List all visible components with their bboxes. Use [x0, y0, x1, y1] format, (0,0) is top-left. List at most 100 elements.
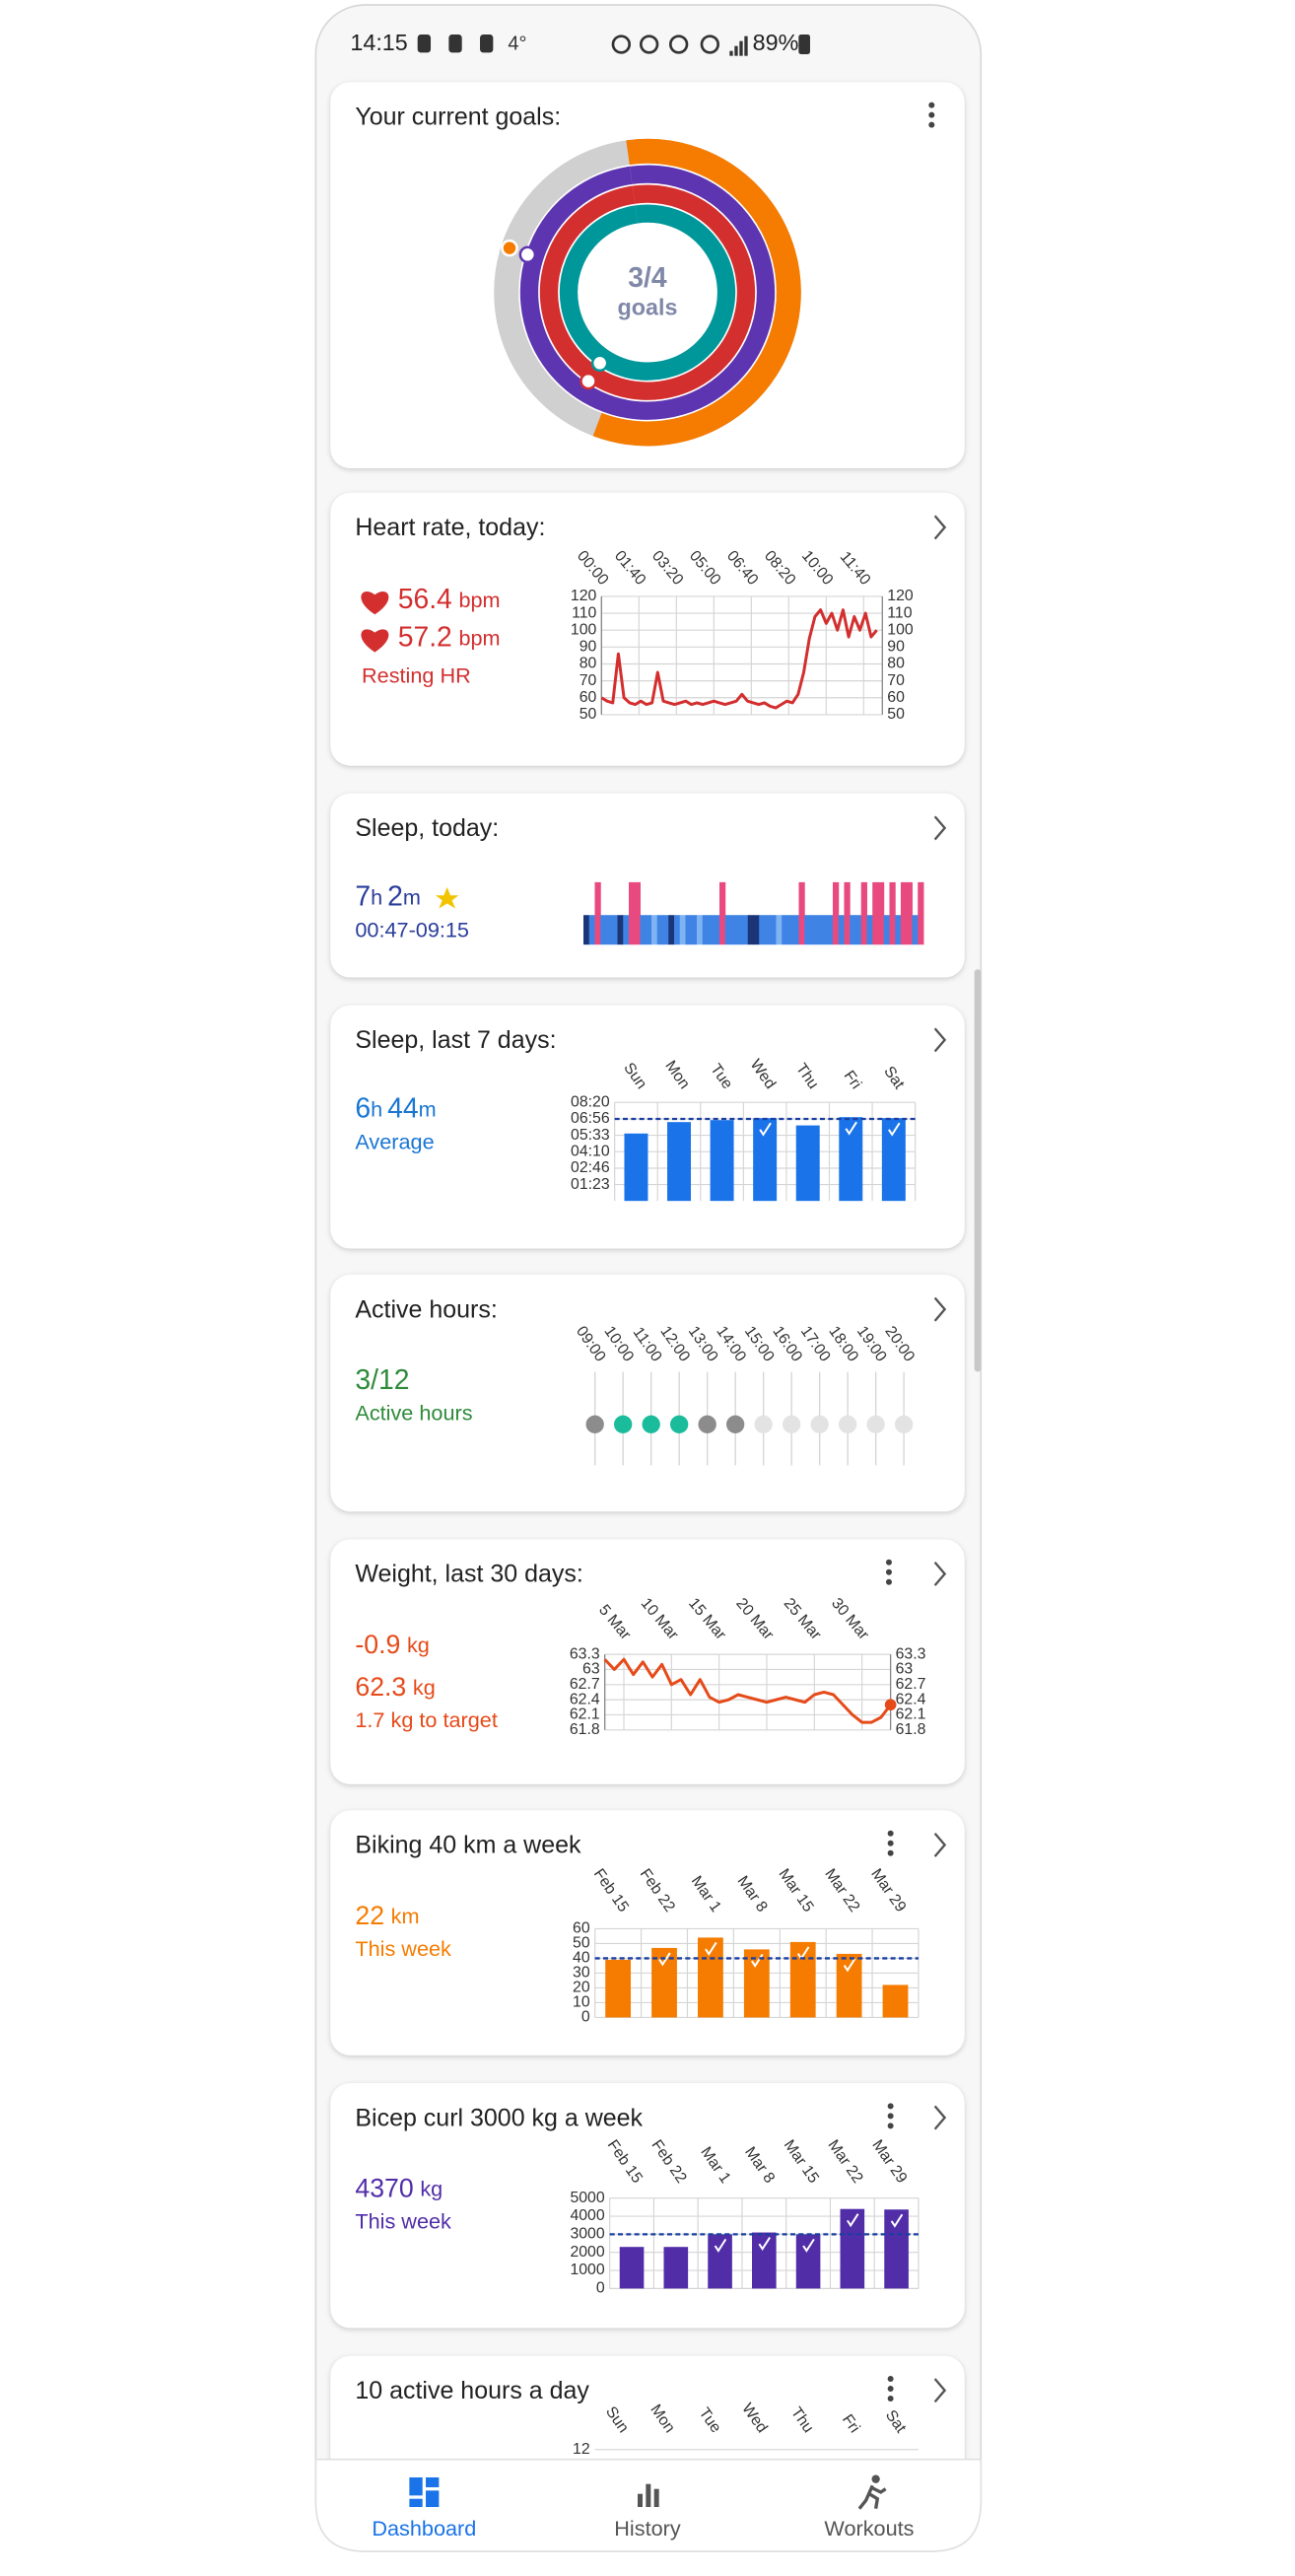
text-part: 56.4	[398, 584, 452, 615]
ring-marker	[579, 372, 597, 390]
hour-dot	[754, 1415, 773, 1433]
status-temperature: 4°	[508, 33, 526, 54]
sleep-stage	[792, 915, 799, 945]
hour-dot	[585, 1415, 604, 1433]
hour-dot	[614, 1415, 633, 1433]
card[interactable]	[330, 82, 965, 468]
y-tick-label: 12	[573, 2441, 590, 2458]
status-icon	[668, 35, 689, 54]
scrollbar	[974, 969, 982, 1372]
goal-check	[758, 2237, 771, 2252]
chevron[interactable]	[933, 2378, 947, 2403]
card-title: Bicep curl 3000 kg a week	[355, 2104, 643, 2131]
y-tick-label: 5000	[570, 2190, 604, 2206]
sleep-stage	[900, 881, 908, 945]
sleep-stage	[912, 915, 919, 945]
card-title: Heart rate, today:	[355, 514, 545, 541]
y-tick-label: 50	[579, 706, 597, 723]
nav-label[interactable]: History	[614, 2516, 681, 2541]
sleep-stage	[736, 915, 743, 945]
goals-count: 3/4	[628, 262, 667, 294]
data-line	[603, 1657, 892, 1724]
card-title: Sleep, last 7 days:	[355, 1026, 556, 1054]
card-title: Sleep, today:	[355, 814, 499, 842]
bar	[663, 2247, 689, 2289]
y-tick-label: 01:23	[571, 1176, 610, 1193]
hr-reading: 56.4 bpm	[398, 584, 501, 615]
sleep-stage	[617, 915, 624, 945]
menu-dot	[887, 1840, 894, 1846]
y2-tick-label: 62.1	[896, 1706, 926, 1723]
hour-dot	[782, 1415, 801, 1433]
sleep-stage	[889, 881, 896, 945]
y-tick-label: 05:33	[571, 1127, 610, 1144]
card[interactable]	[330, 1539, 965, 1784]
bar	[884, 2209, 909, 2289]
text-part: 2	[387, 881, 403, 913]
y-tick-label: 0	[581, 2009, 590, 2026]
y-tick-label: 63	[582, 1661, 600, 1678]
y-tick-label: 62.1	[570, 1706, 600, 1723]
active-value: 3/12	[355, 1364, 409, 1396]
chevron[interactable]	[933, 1027, 947, 1053]
goal-check	[759, 1122, 772, 1137]
text-part: h	[371, 1096, 382, 1121]
sleep-stage	[883, 915, 890, 945]
text-part: 7	[355, 881, 371, 913]
sleep-stage	[854, 915, 862, 945]
bar	[795, 2234, 821, 2289]
menu-dot	[887, 2103, 894, 2110]
y-tick-label: 0	[596, 2280, 605, 2297]
sleep-stage	[759, 915, 766, 945]
goal-check	[890, 2213, 904, 2228]
chevron[interactable]	[933, 1296, 947, 1322]
sleep-average-label: Average	[355, 1130, 434, 1154]
sleep-stage	[611, 915, 619, 945]
text-part: -0.9	[355, 1630, 400, 1659]
chevron[interactable]	[933, 515, 947, 540]
bar	[840, 2208, 865, 2289]
goal-check	[802, 2238, 815, 2253]
y2-tick-label: 110	[887, 604, 912, 621]
text-part: 57.2	[398, 622, 452, 654]
ring-marker	[590, 354, 609, 373]
chevron[interactable]	[933, 815, 947, 841]
y-tick-label: 2000	[570, 2244, 604, 2261]
sleep-duration: 7h 2m	[355, 881, 421, 913]
chevron[interactable]	[933, 1833, 947, 1857]
nav-icon	[426, 2477, 440, 2488]
signal-bar	[739, 40, 743, 56]
goal-ring	[559, 204, 735, 381]
status-icon	[448, 34, 462, 53]
sleep-stage	[815, 915, 822, 945]
menu-dot	[887, 2123, 894, 2129]
card[interactable]	[330, 1275, 965, 1512]
chevron[interactable]	[933, 1562, 947, 1586]
weight-change: -0.9 kg	[355, 1630, 429, 1659]
y2-tick-label: 70	[887, 672, 905, 689]
nav-icon	[638, 2493, 644, 2508]
sleep-stage	[696, 915, 704, 945]
bar	[881, 1118, 906, 1202]
nav-label[interactable]: Dashboard	[372, 2516, 476, 2541]
sleep-stage	[809, 915, 817, 945]
card-title: Your current goals:	[355, 104, 561, 131]
y-tick-label: 08:20	[571, 1093, 610, 1110]
bar	[708, 2234, 732, 2289]
text-part: 44	[387, 1093, 419, 1125]
y2-tick-label: 61.8	[896, 1721, 926, 1738]
bar	[605, 1959, 632, 2018]
sleep-stage	[646, 915, 652, 945]
sleep-stage	[588, 915, 596, 945]
sleep-stage	[634, 881, 642, 945]
y-tick-label: 90	[579, 639, 597, 656]
nav-label[interactable]: Workouts	[824, 2516, 914, 2541]
sleep-stage	[798, 881, 805, 945]
text-part: bpm	[458, 625, 500, 650]
hour-dot	[669, 1415, 689, 1433]
hour-dot	[810, 1415, 829, 1433]
signal-bar	[729, 50, 733, 56]
menu-dot	[887, 1830, 894, 1837]
chevron[interactable]	[933, 2105, 947, 2130]
sleep-stage	[685, 915, 692, 945]
